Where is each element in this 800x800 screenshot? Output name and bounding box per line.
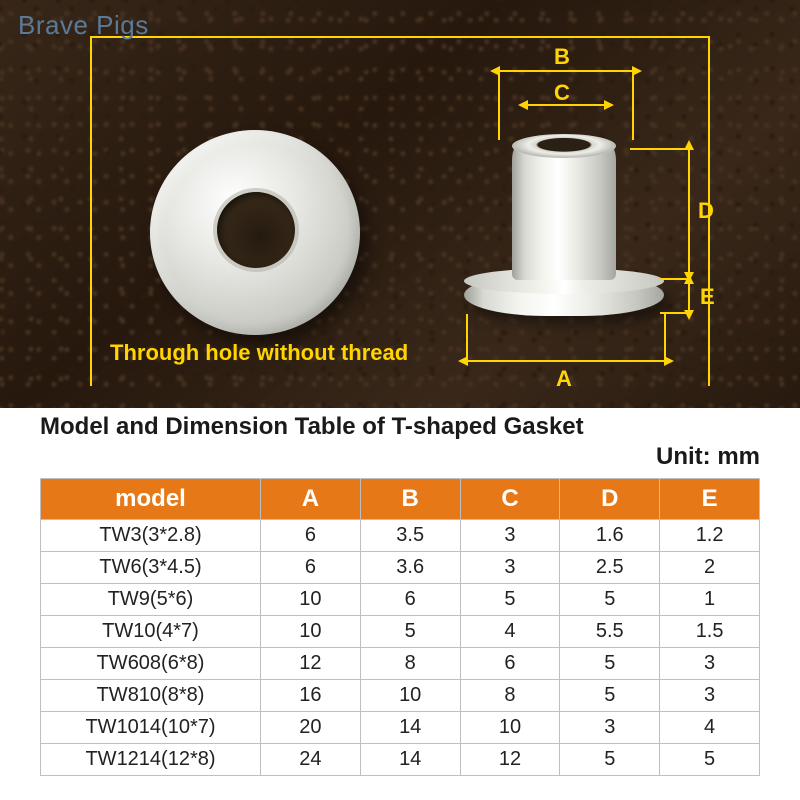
table-row: TW1214(12*8)24141255 xyxy=(41,744,760,776)
table-cell: 3 xyxy=(660,648,760,680)
table-cell: 5 xyxy=(660,744,760,776)
product-photo: Through hole without thread B C D E xyxy=(0,0,800,408)
table-cell: 1.2 xyxy=(660,520,760,552)
col-d: D xyxy=(560,479,660,520)
table-row: TW3(3*2.8)63.531.61.2 xyxy=(41,520,760,552)
dim-c-arrow-l xyxy=(518,100,528,110)
table-cell: 10 xyxy=(460,712,560,744)
caption-title: Model and Dimension Table of T-shaped Ga… xyxy=(40,413,584,440)
through-hole-label: Through hole without thread xyxy=(110,340,408,366)
dim-a-ext-r xyxy=(664,314,666,362)
dim-b-line xyxy=(498,70,634,72)
table-cell: 6 xyxy=(460,648,560,680)
table-cell: TW1014(10*7) xyxy=(41,712,261,744)
table-cell: 5 xyxy=(360,616,460,648)
table-cell: 3 xyxy=(660,680,760,712)
table-cell: TW810(8*8) xyxy=(41,680,261,712)
table-cell: 10 xyxy=(261,584,361,616)
table-cell: 5 xyxy=(560,680,660,712)
table-cell: 14 xyxy=(360,744,460,776)
watermark: Brave Pigs xyxy=(18,10,149,41)
table-cell: 2 xyxy=(660,552,760,584)
table-cell: 5 xyxy=(560,744,660,776)
dim-a-ext-l xyxy=(466,314,468,362)
dim-e-label: E xyxy=(700,284,715,310)
table-cell: 1.5 xyxy=(660,616,760,648)
dim-e-arrow-u xyxy=(684,274,694,284)
table-cell: 4 xyxy=(660,712,760,744)
col-b: B xyxy=(360,479,460,520)
table-cell: TW6(3*4.5) xyxy=(41,552,261,584)
table-cell: 8 xyxy=(460,680,560,712)
table-cell: 14 xyxy=(360,712,460,744)
table-cell: 16 xyxy=(261,680,361,712)
table-cell: 1.6 xyxy=(560,520,660,552)
table-row: TW608(6*8)128653 xyxy=(41,648,760,680)
table-caption: Model and Dimension Table of T-shaped Ga… xyxy=(40,412,760,472)
caption-unit: Unit: mm xyxy=(40,442,760,472)
gasket-barrel xyxy=(512,142,616,280)
dim-b-label: B xyxy=(554,44,570,70)
table-row: TW9(5*6)106551 xyxy=(41,584,760,616)
table-cell: 3 xyxy=(560,712,660,744)
table-cell: 6 xyxy=(261,520,361,552)
gasket-side-view xyxy=(460,130,670,330)
table-cell: 3.5 xyxy=(360,520,460,552)
table-cell: TW608(6*8) xyxy=(41,648,261,680)
table-row: TW10(4*7)10545.51.5 xyxy=(41,616,760,648)
dim-b-ext-l xyxy=(498,70,500,140)
table-row: TW1014(10*7)20141034 xyxy=(41,712,760,744)
table-cell: 4 xyxy=(460,616,560,648)
table-cell: TW3(3*2.8) xyxy=(41,520,261,552)
dimension-table: modelABCDE TW3(3*2.8)63.531.61.2TW6(3*4.… xyxy=(40,478,760,776)
table-cell: TW10(4*7) xyxy=(41,616,261,648)
table-row: TW6(3*4.5)63.632.52 xyxy=(41,552,760,584)
table-cell: 8 xyxy=(360,648,460,680)
table-cell: 2.5 xyxy=(560,552,660,584)
table-cell: 12 xyxy=(460,744,560,776)
table-header-row: modelABCDE xyxy=(41,479,760,520)
table-cell: 24 xyxy=(261,744,361,776)
table-cell: 6 xyxy=(261,552,361,584)
table-row: TW810(8*8)1610853 xyxy=(41,680,760,712)
table-cell: 5.5 xyxy=(560,616,660,648)
dim-c-arrow-r xyxy=(604,100,614,110)
dim-b-ext-r xyxy=(632,70,634,140)
dim-d-line xyxy=(688,148,690,274)
table-body: TW3(3*2.8)63.531.61.2TW6(3*4.5)63.632.52… xyxy=(41,520,760,776)
table-cell: 10 xyxy=(360,680,460,712)
table-cell: 3 xyxy=(460,552,560,584)
page: Through hole without thread B C D E xyxy=(0,0,800,800)
table-cell: TW9(5*6) xyxy=(41,584,261,616)
col-model: model xyxy=(41,479,261,520)
col-a: A xyxy=(261,479,361,520)
table-cell: 3 xyxy=(460,520,560,552)
dim-d-ext-t xyxy=(630,148,690,150)
dim-a-line xyxy=(466,360,666,362)
table: modelABCDE TW3(3*2.8)63.531.61.2TW6(3*4.… xyxy=(40,478,760,776)
table-cell: 20 xyxy=(261,712,361,744)
gasket-flange xyxy=(464,274,664,316)
table-cell: 6 xyxy=(360,584,460,616)
col-c: C xyxy=(460,479,560,520)
table-cell: TW1214(12*8) xyxy=(41,744,261,776)
dim-a-label: A xyxy=(556,366,572,392)
table-cell: 3.6 xyxy=(360,552,460,584)
washer-top-view xyxy=(150,130,360,335)
table-cell: 5 xyxy=(560,648,660,680)
table-cell: 12 xyxy=(261,648,361,680)
table-cell: 5 xyxy=(460,584,560,616)
table-cell: 5 xyxy=(560,584,660,616)
dim-d-label: D xyxy=(698,198,714,224)
dim-e-line xyxy=(688,282,690,312)
dim-c-label: C xyxy=(554,80,570,106)
table-cell: 10 xyxy=(261,616,361,648)
col-e: E xyxy=(660,479,760,520)
table-cell: 1 xyxy=(660,584,760,616)
